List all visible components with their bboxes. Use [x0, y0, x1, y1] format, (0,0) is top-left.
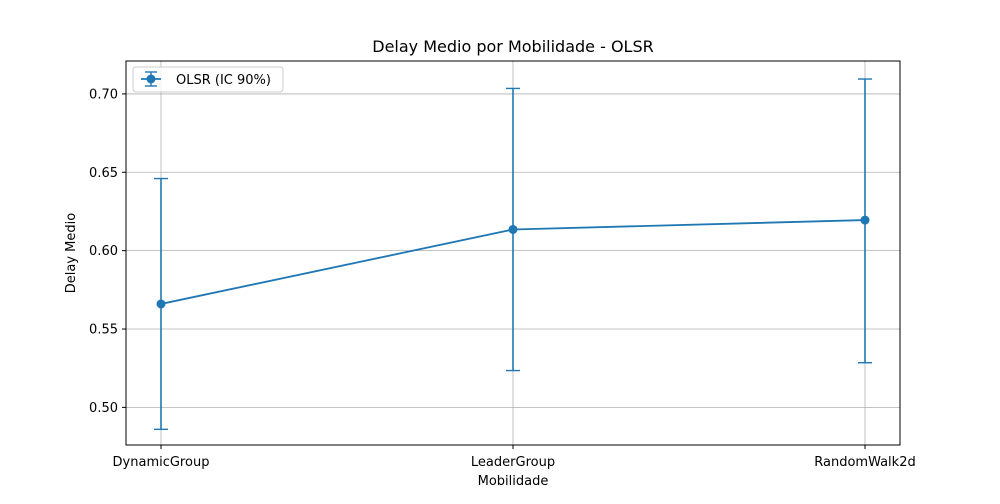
x-tick-label: LeaderGroup — [471, 455, 555, 470]
tick-layer: 0.50 0.55 0.60 0.65 0.70 DynamicGroup LeaderGr… — [89, 87, 916, 470]
legend: OLSR (IC 90%) — [132, 66, 284, 93]
x-tick-label: RandomWalk2d — [814, 455, 915, 470]
data-point — [156, 299, 166, 309]
y-tick-label: 0.50 — [89, 401, 118, 416]
x-axis-label: Mobilidade — [478, 474, 549, 489]
legend-marker — [146, 74, 156, 84]
data-point — [508, 224, 518, 234]
legend-box — [132, 66, 284, 93]
legend-series-symbol — [141, 71, 161, 87]
legend-series-label: OLSR (IC 90%) — [176, 73, 271, 88]
data-point — [860, 215, 870, 225]
y-tick-label: 0.70 — [89, 87, 118, 102]
chart-title: Delay Medio por Mobilidade - OLSR — [372, 37, 653, 56]
data-layer — [154, 78, 872, 431]
y-tick-label: 0.65 — [89, 166, 118, 181]
y-axis-label: Delay Medio — [64, 213, 79, 293]
y-tick-label: 0.55 — [89, 323, 118, 338]
y-tick-label: 0.60 — [89, 244, 118, 259]
x-tick-label: DynamicGroup — [113, 455, 210, 470]
